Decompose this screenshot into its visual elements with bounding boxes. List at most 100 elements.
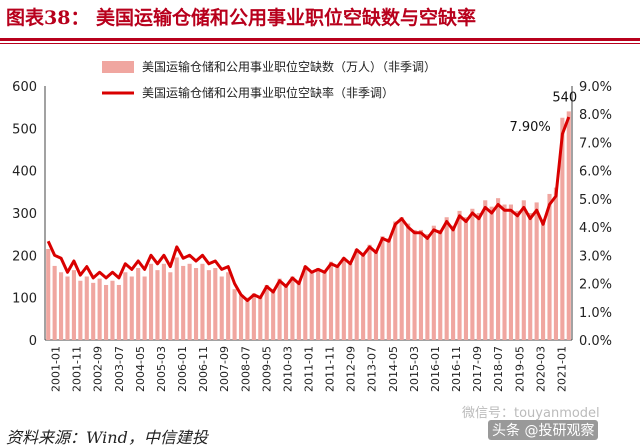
y-tick-label: 100 <box>12 292 37 307</box>
bar <box>129 276 134 340</box>
bar <box>71 270 76 340</box>
x-tick-label: 2017-09 <box>471 346 484 392</box>
bar <box>206 270 211 340</box>
bar <box>496 198 501 340</box>
x-tick-label: 2005-03 <box>155 346 168 392</box>
bar <box>232 289 237 340</box>
bar <box>65 276 70 340</box>
bar <box>515 210 520 340</box>
x-tick-label: 2011-01 <box>303 346 316 392</box>
x-tick-label: 2008-07 <box>239 346 252 392</box>
bar <box>200 263 205 340</box>
y-tick-label: 300 <box>12 207 37 222</box>
y2-tick-label: 5.0% <box>579 193 612 208</box>
x-tick-label: 2002-09 <box>92 346 105 392</box>
bar <box>425 234 430 340</box>
bar <box>103 284 109 340</box>
x-tick-label: 2011-11 <box>324 346 337 392</box>
bar <box>553 187 558 340</box>
y-axis-right: 0.0% 1.0% 2.0% 3.0% 4.0% 5.0% 6.0% 7.0% 8.0% 9.0% <box>579 80 612 349</box>
y-tick-label: 400 <box>12 165 37 180</box>
bar <box>219 276 224 340</box>
y2-tick-label: 7.0% <box>579 136 612 151</box>
bar <box>142 276 147 340</box>
bar <box>373 251 379 340</box>
x-tick-label: 2016-01 <box>429 346 442 392</box>
x-tick-label: 2006-01 <box>176 346 189 392</box>
x-tick-label: 2004-05 <box>134 346 147 392</box>
bar <box>412 229 417 340</box>
bar <box>399 217 404 340</box>
legend: 美国运输仓储和公用事业职位空缺数（万人）（非季调） 美国运输仓储和公用事业职位空缺… <box>102 59 436 100</box>
bar <box>78 280 83 340</box>
bar <box>123 272 128 340</box>
line-series <box>46 116 571 302</box>
bar <box>136 268 141 340</box>
source-note: 资料来源：Wind，中信建投 <box>6 428 208 447</box>
bar <box>161 263 166 340</box>
bar <box>46 248 51 340</box>
y2-tick-label: 9.0% <box>579 80 612 95</box>
bar <box>431 225 436 340</box>
bar <box>174 257 179 340</box>
chart-title: 图表38： 美国运输仓储和公用事业职位空缺数与空缺率 <box>6 7 477 29</box>
bar <box>116 284 121 340</box>
bar <box>528 213 533 340</box>
bar <box>258 295 263 340</box>
bar <box>361 255 366 340</box>
bar <box>52 265 57 340</box>
bar <box>316 268 321 340</box>
bar <box>438 229 443 340</box>
title-rule <box>0 38 640 41</box>
y-tick-label: 0 <box>29 334 37 349</box>
bar <box>541 219 546 340</box>
x-tick-label: 2001-11 <box>71 346 84 392</box>
y2-tick-label: 0.0% <box>579 334 612 349</box>
bar <box>476 213 481 340</box>
bar <box>566 111 571 341</box>
bar <box>341 257 346 340</box>
y-axis-left: 0 100 200 300 400 500 600 <box>12 80 37 349</box>
bar <box>380 236 385 340</box>
x-tick-label: 2006-11 <box>197 346 210 392</box>
bar <box>483 200 488 340</box>
bar <box>386 238 391 340</box>
y2-tick-label: 1.0% <box>579 306 612 321</box>
bar <box>226 272 231 340</box>
y2-tick-label: 2.0% <box>579 278 612 293</box>
bar <box>489 206 494 340</box>
x-tick-label: 2020-03 <box>534 346 547 392</box>
x-tick-label: 2009-05 <box>260 346 273 392</box>
bar <box>457 210 462 340</box>
bar <box>335 265 340 340</box>
bar-series <box>46 111 571 341</box>
bar <box>547 193 552 340</box>
bar <box>251 293 256 340</box>
bar <box>444 217 449 340</box>
x-tick-label: 2015-03 <box>408 346 421 392</box>
bar <box>322 272 327 340</box>
series-line <box>46 116 571 302</box>
bar <box>59 272 64 340</box>
bar <box>303 265 308 340</box>
legend-label-line: 美国运输仓储和公用事业职位空缺率（非季调） <box>142 85 394 100</box>
y-tick-label: 200 <box>12 249 37 264</box>
bar <box>502 204 507 340</box>
y2-tick-label: 8.0% <box>579 108 612 123</box>
x-tick-label: 2012-09 <box>345 346 358 392</box>
x-tick-label: 2010-03 <box>281 346 294 392</box>
bar <box>418 229 424 340</box>
y2-tick-label: 6.0% <box>579 165 612 180</box>
bar <box>290 276 295 340</box>
y2-tick-label: 3.0% <box>579 249 612 264</box>
bar <box>309 272 314 340</box>
x-tick-label: 2019-05 <box>513 346 526 392</box>
bar <box>451 225 456 340</box>
bar <box>296 280 301 340</box>
legend-label-bar: 美国运输仓储和公用事业职位空缺数（万人）（非季调） <box>142 59 436 74</box>
x-axis: 2001-01 2001-11 2002-09 2003-07 2004-05 2005-… <box>50 346 569 392</box>
y-tick-label: 600 <box>12 80 37 95</box>
bar <box>97 278 102 340</box>
watermark-toutiao: 头条 @投研观察 <box>488 420 599 440</box>
